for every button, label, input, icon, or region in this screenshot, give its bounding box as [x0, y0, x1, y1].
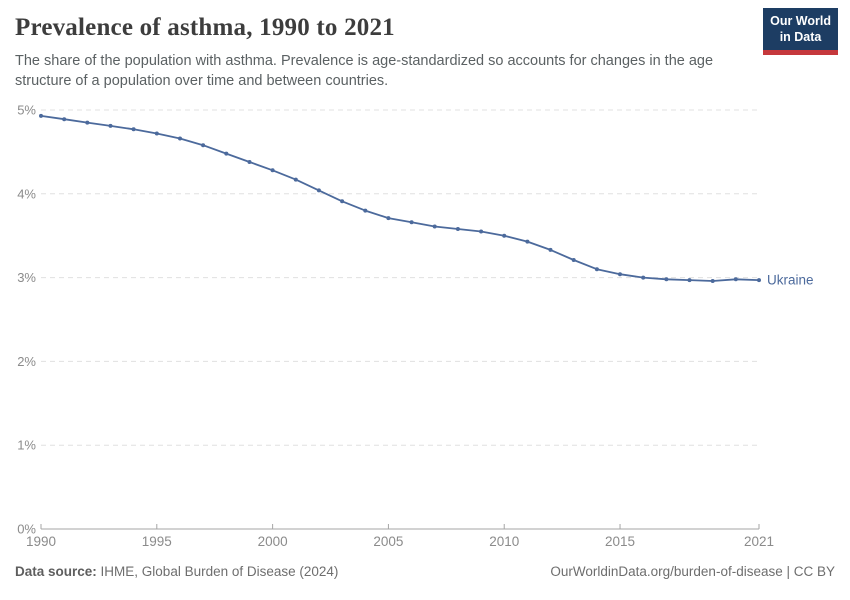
data-point[interactable]: [479, 229, 484, 234]
data-source-label: Data source:: [15, 564, 97, 579]
y-tick-label: 1%: [17, 438, 36, 453]
data-point[interactable]: [571, 258, 576, 262]
data-point[interactable]: [178, 136, 182, 141]
data-point[interactable]: [270, 168, 275, 173]
data-point[interactable]: [641, 275, 646, 280]
data-point[interactable]: [316, 188, 321, 193]
data-point[interactable]: [108, 123, 113, 128]
x-tick-label: 2015: [605, 534, 635, 549]
x-tick-label: 2005: [373, 534, 403, 549]
owid-logo: Our World in Data: [763, 8, 838, 55]
data-point[interactable]: [594, 267, 599, 272]
data-point[interactable]: [618, 272, 622, 277]
data-point[interactable]: [224, 151, 229, 156]
data-point[interactable]: [733, 277, 738, 282]
x-tick-label: 1995: [142, 534, 172, 549]
data-point[interactable]: [548, 247, 553, 252]
data-source-text: IHME, Global Burden of Disease (2024): [100, 564, 339, 579]
owid-logo-line2: in Data: [779, 30, 822, 44]
data-point[interactable]: [293, 177, 298, 182]
y-tick-label: 3%: [17, 270, 36, 285]
line-chart-canvas[interactable]: 0% 1% 2% 3% 4% 5% 1990 1995 2000 2005 2010 2015 2021…: [0, 90, 850, 556]
data-point[interactable]: [664, 277, 669, 282]
data-point[interactable]: [687, 278, 692, 283]
data-point[interactable]: [409, 220, 414, 225]
credit-link[interactable]: OurWorldinData.org/burden-of-disease | C…: [550, 564, 835, 579]
data-line: [40, 115, 760, 282]
y-tick-label: 2%: [17, 354, 36, 369]
data-point[interactable]: [85, 120, 90, 125]
x-tick-label: 1990: [26, 534, 56, 549]
data-point[interactable]: [340, 199, 345, 204]
data-source: Data source: IHME, Global Burden of Dise…: [15, 564, 338, 579]
data-point[interactable]: [757, 278, 761, 283]
data-point[interactable]: [363, 208, 368, 213]
data-point[interactable]: [154, 131, 159, 136]
y-tick-label: 0%: [17, 522, 36, 537]
x-tick-label: 2000: [258, 534, 288, 549]
chart-subtitle: The share of the population with asthma.…: [15, 53, 714, 89]
data-point[interactable]: [455, 227, 460, 231]
owid-logo-line1: Our World: [770, 14, 831, 28]
chart-footer: Data source: IHME, Global Burden of Dise…: [15, 564, 835, 579]
data-point[interactable]: [432, 224, 437, 229]
data-point[interactable]: [247, 160, 252, 164]
data-point[interactable]: [386, 216, 391, 221]
data-point[interactable]: [131, 127, 136, 132]
x-tick-label: 2021: [744, 534, 774, 549]
series-end-label[interactable]: Ukraine: [767, 273, 814, 288]
y-tick-label: 4%: [17, 186, 36, 201]
y-tick-label: 5%: [17, 103, 36, 118]
x-tick-label: 2010: [489, 534, 519, 549]
data-point[interactable]: [39, 113, 43, 118]
data-point[interactable]: [502, 233, 507, 238]
page-title: Prevalence of asthma, 1990 to 2021: [15, 14, 395, 41]
data-point[interactable]: [201, 143, 206, 148]
data-point[interactable]: [62, 117, 67, 122]
data-point[interactable]: [710, 279, 715, 283]
data-point[interactable]: [525, 239, 530, 244]
